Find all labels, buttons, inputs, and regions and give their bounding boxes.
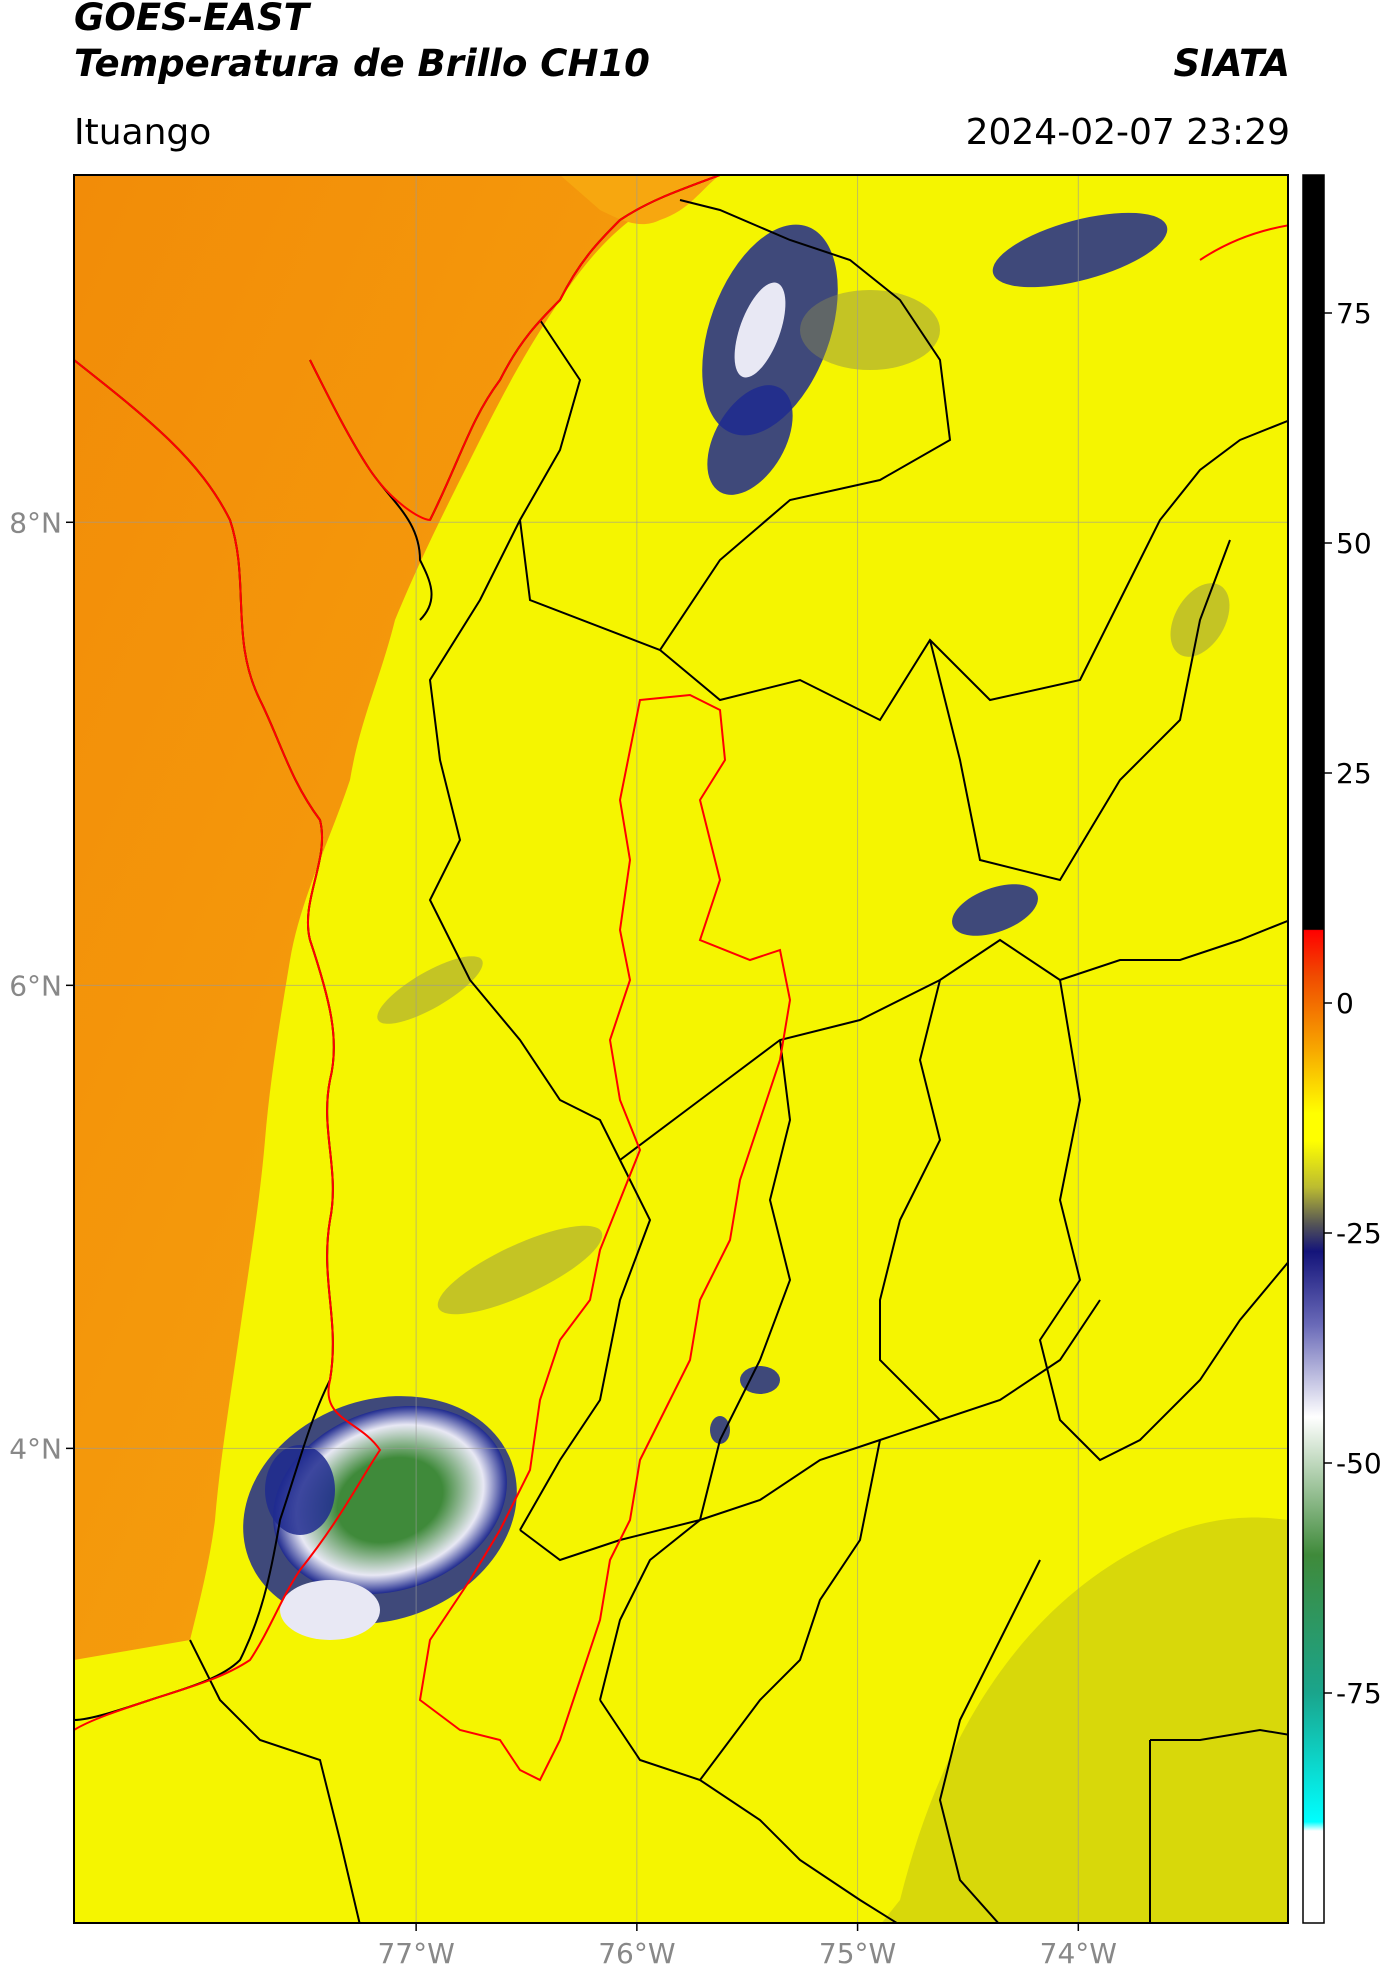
lon-tick-label: 76°W: [598, 1937, 675, 1970]
lat-tick-label: 4°N: [9, 1432, 62, 1465]
colorbar: 75 50 25 0 -25 -50 -75: [1302, 174, 1382, 1924]
lon-tick-label: 77°W: [377, 1937, 454, 1970]
boundary-antioquia-north: [518, 199, 952, 652]
colorbar-tick-label: 0: [1336, 987, 1354, 1020]
coast-red-pacific: [74, 359, 382, 1731]
cool-land-field: [881, 1517, 1288, 1923]
graticule: [74, 175, 1288, 1923]
cloud-west-2: [437, 1225, 603, 1315]
map-area: [74, 175, 1288, 1923]
storm-core: [273, 1405, 507, 1595]
longitude-ticks: 77°W 76°W 75°W 74°W: [377, 1923, 1117, 1970]
cloud-north-1-core: [734, 282, 786, 378]
cloud-northeast: [992, 212, 1168, 288]
watershed-outline: [74, 175, 1288, 1782]
lon-tick-label: 75°W: [819, 1937, 896, 1970]
boundary-central-6: [1038, 979, 1288, 1462]
boundary-central-2: [929, 539, 1231, 882]
colorbar-tick-label: -50: [1336, 1447, 1382, 1480]
cloud-north-haze: [800, 290, 940, 370]
cloud-south-2: [710, 1416, 730, 1444]
boundary-south-4: [938, 1559, 1041, 1923]
cloud-layer: [243, 212, 1230, 1640]
lon-tick-label: 74°W: [1040, 1937, 1117, 1970]
caribbean-sea: [560, 175, 720, 225]
title-line-2: Temperatura de Brillo CH10: [74, 42, 650, 85]
colorbar-tick-label: 50: [1336, 527, 1372, 560]
coast-red-caribbean: [309, 175, 1288, 522]
colorbar-tick-label: -25: [1336, 1217, 1382, 1250]
boundary-south-3: [699, 1439, 881, 1781]
credit-label: SIATA: [1173, 42, 1290, 85]
boundary-southeast: [1149, 1728, 1288, 1923]
cloud-west-1: [377, 956, 483, 1024]
ituango-basin-outline: [418, 693, 792, 1782]
title-line-1: GOES-EAST: [74, 0, 309, 39]
colorbar-tick-label: 25: [1336, 757, 1372, 790]
boundary-central-4: [599, 1039, 792, 1701]
colorbar-frame: [1302, 174, 1325, 1924]
storm-south-lobe: [280, 1580, 380, 1640]
cloud-center-east: [952, 884, 1038, 936]
colorbar-ramp: [1303, 175, 1324, 1923]
lat-tick-label: 8°N: [9, 506, 62, 539]
boundary-choco-east: [428, 519, 652, 1531]
boundary-central-3: [619, 919, 1288, 1161]
latitude-ticks: 8°N 6°N 4°N: [9, 506, 74, 1465]
map-frame: [73, 174, 1289, 1924]
colorbar-ticks: 75 50 25 0 -25 -50 -75: [1324, 297, 1382, 1710]
boundary-south-2: [599, 1699, 899, 1923]
cloud-south-1: [740, 1366, 780, 1394]
timestamp-label: 2024-02-07 23:29: [965, 112, 1290, 153]
boundary-central-1: [659, 419, 1288, 722]
lat-tick-label: 6°N: [9, 969, 62, 1002]
boundary-central-5: [879, 979, 1101, 1422]
location-label: Ituango: [74, 112, 212, 153]
colorbar-tick-label: 75: [1336, 297, 1372, 330]
colorbar-tick-label: -75: [1336, 1677, 1382, 1710]
boundary-south-1: [519, 1419, 941, 1562]
boundary-south-5: [189, 1639, 361, 1923]
cloud-north-2: [707, 385, 793, 495]
